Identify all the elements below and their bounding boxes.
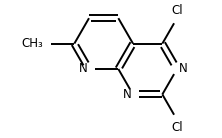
Text: N: N [79,63,87,75]
Text: Cl: Cl [171,121,183,134]
Text: N: N [123,88,132,101]
Text: N: N [178,63,187,75]
Text: CH₃: CH₃ [22,37,44,50]
Text: Cl: Cl [171,4,183,17]
